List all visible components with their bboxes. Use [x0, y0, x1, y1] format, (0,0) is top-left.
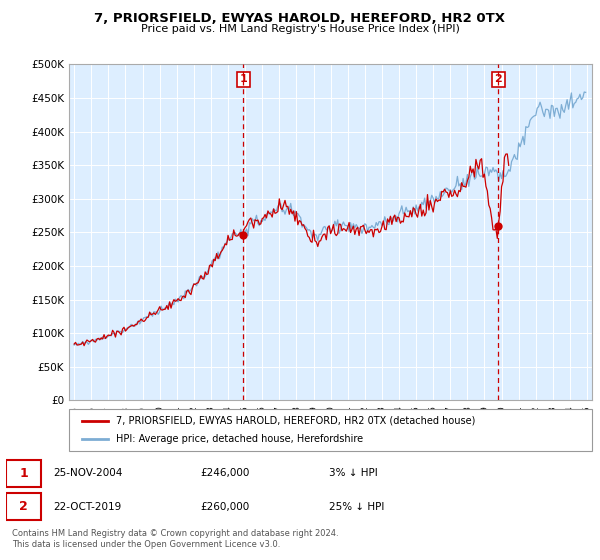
- FancyBboxPatch shape: [69, 409, 592, 451]
- Text: HPI: Average price, detached house, Herefordshire: HPI: Average price, detached house, Here…: [116, 434, 363, 444]
- Text: £260,000: £260,000: [200, 502, 249, 512]
- FancyBboxPatch shape: [6, 493, 41, 520]
- Text: 25-NOV-2004: 25-NOV-2004: [53, 468, 122, 478]
- Text: £246,000: £246,000: [200, 468, 250, 478]
- FancyBboxPatch shape: [6, 460, 41, 487]
- Text: 7, PRIORSFIELD, EWYAS HAROLD, HEREFORD, HR2 0TX (detached house): 7, PRIORSFIELD, EWYAS HAROLD, HEREFORD, …: [116, 416, 475, 426]
- Text: Contains HM Land Registry data © Crown copyright and database right 2024.
This d: Contains HM Land Registry data © Crown c…: [12, 529, 338, 549]
- Text: 1: 1: [239, 74, 247, 85]
- Text: 3% ↓ HPI: 3% ↓ HPI: [329, 468, 378, 478]
- Text: 2: 2: [494, 74, 502, 85]
- Text: 2: 2: [19, 500, 28, 514]
- Text: 1: 1: [19, 466, 28, 480]
- Text: Price paid vs. HM Land Registry's House Price Index (HPI): Price paid vs. HM Land Registry's House …: [140, 24, 460, 34]
- Text: 25% ↓ HPI: 25% ↓ HPI: [329, 502, 385, 512]
- Text: 7, PRIORSFIELD, EWYAS HAROLD, HEREFORD, HR2 0TX: 7, PRIORSFIELD, EWYAS HAROLD, HEREFORD, …: [95, 12, 505, 25]
- Text: 22-OCT-2019: 22-OCT-2019: [53, 502, 121, 512]
